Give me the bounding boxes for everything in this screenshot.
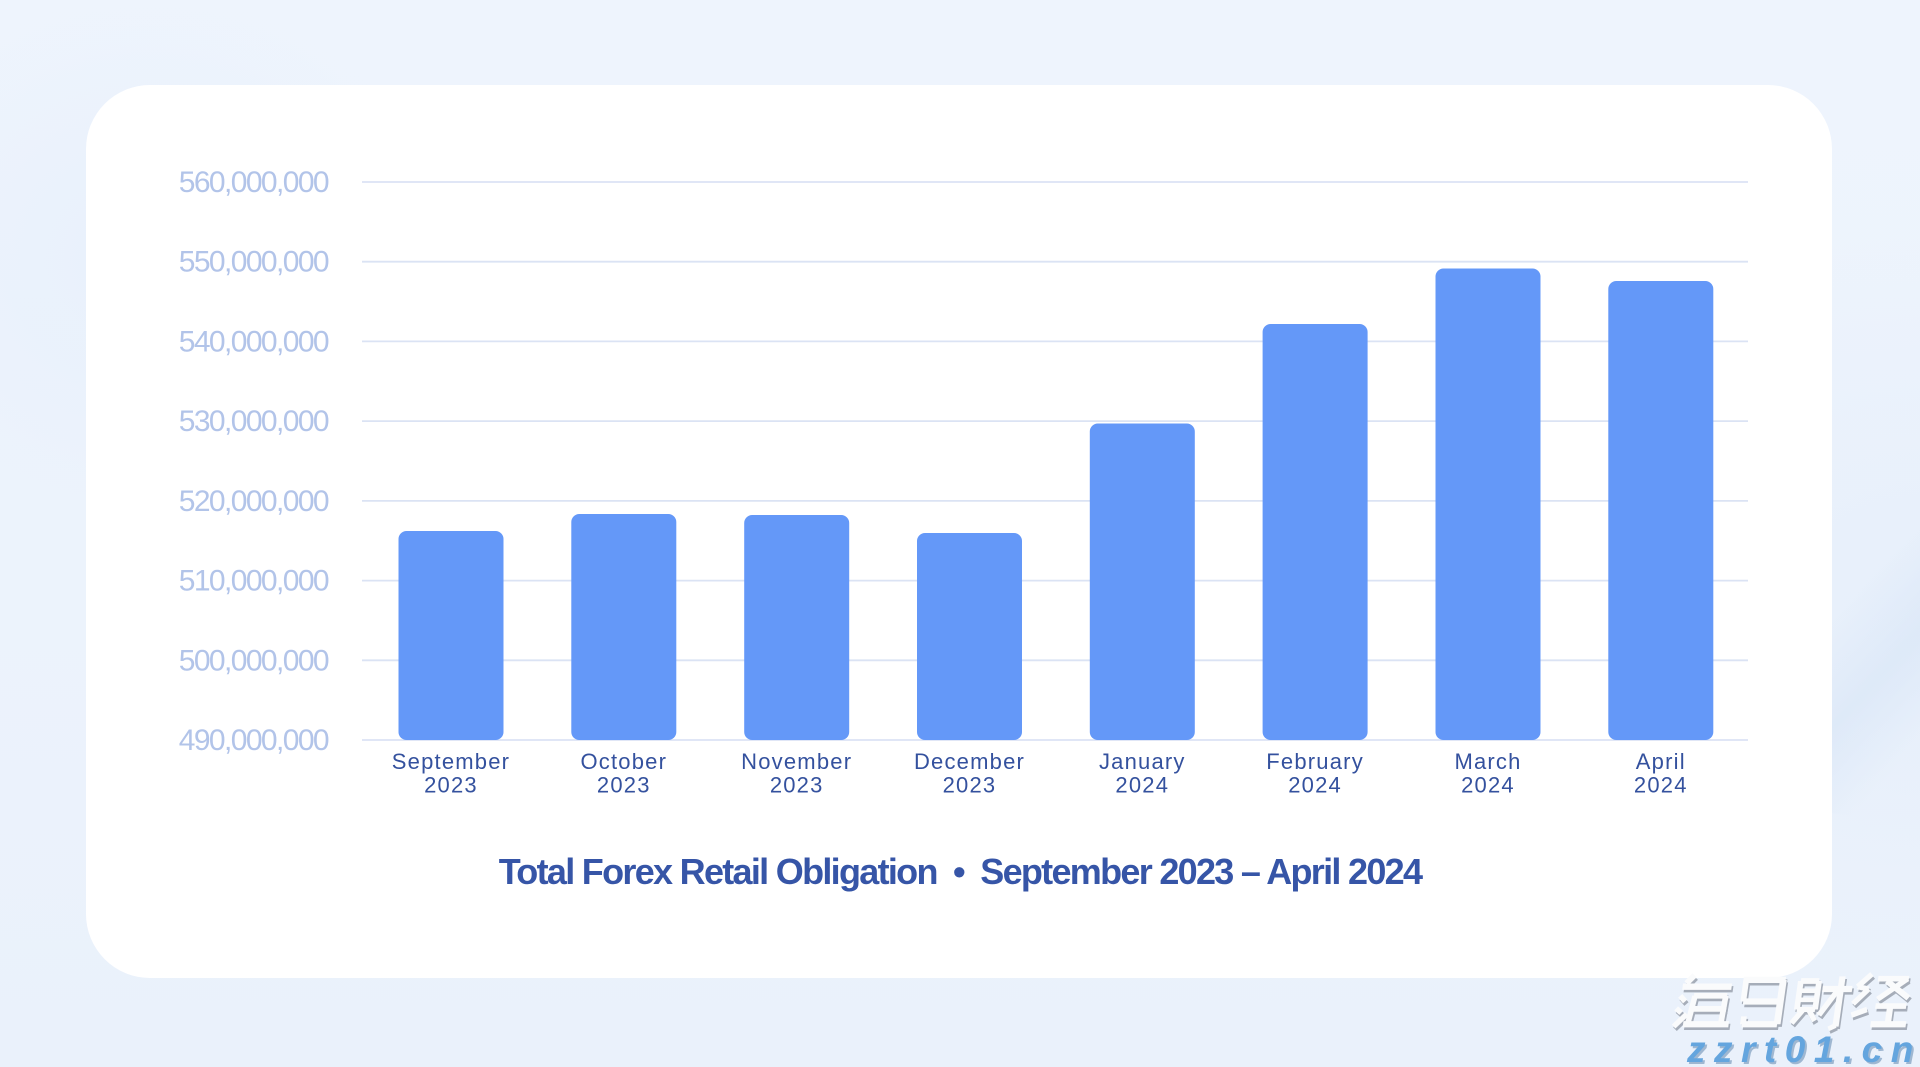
svg-text:September: September [392, 749, 510, 774]
svg-text:February: February [1266, 749, 1364, 774]
svg-text:500,000,000: 500,000,000 [179, 644, 329, 677]
svg-text:zzrt01.cn: zzrt01.cn [1686, 1029, 1920, 1067]
svg-text:520,000,000: 520,000,000 [179, 485, 329, 518]
svg-text:530,000,000: 530,000,000 [179, 405, 329, 438]
svg-text:October: October [580, 749, 667, 774]
svg-text:2024: 2024 [1461, 773, 1515, 798]
svg-text:March: March [1454, 749, 1521, 774]
svg-text:2023: 2023 [424, 773, 478, 798]
svg-text:Total Forex Retail Obligation: Total Forex Retail Obligation • Septembe… [499, 851, 1423, 892]
svg-text:2024: 2024 [1634, 773, 1688, 798]
svg-text:490,000,000: 490,000,000 [179, 724, 329, 757]
svg-text:2024: 2024 [1115, 773, 1169, 798]
svg-text:December: December [914, 749, 1025, 774]
svg-text:2023: 2023 [770, 773, 824, 798]
svg-text:2023: 2023 [597, 773, 651, 798]
svg-text:550,000,000: 550,000,000 [179, 246, 329, 279]
svg-text:zzrt01.cn: zzrt01.cn [1688, 1031, 1920, 1067]
svg-text:November: November [741, 749, 852, 774]
svg-text:510,000,000: 510,000,000 [179, 565, 329, 598]
svg-text:April: April [1636, 749, 1686, 774]
svg-text:2024: 2024 [1288, 773, 1342, 798]
svg-text:January: January [1099, 749, 1186, 774]
svg-text:540,000,000: 540,000,000 [179, 325, 329, 358]
svg-text:560,000,000: 560,000,000 [179, 166, 329, 199]
svg-text:2023: 2023 [943, 773, 997, 798]
